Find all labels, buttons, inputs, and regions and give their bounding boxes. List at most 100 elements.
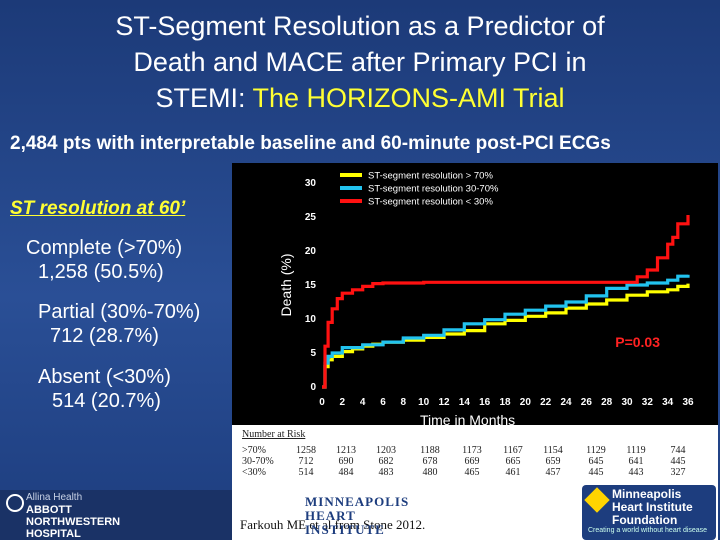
allina-logo: Allina Health ABBOTT NORTHWESTERN HOSPIT… (0, 490, 232, 540)
risk-column: 1213 690 484 (331, 445, 361, 478)
y-tick-label: 25 (305, 212, 317, 223)
risk-value: 645 (588, 456, 604, 467)
x-tick-label: 30 (621, 397, 633, 408)
title-line-3-plain: STEMI: (155, 83, 253, 113)
risk-value: 1119 (626, 445, 646, 456)
risk-column: 1203 682 483 (371, 445, 401, 478)
x-tick-label: 20 (520, 397, 532, 408)
x-tick-label: 18 (499, 397, 511, 408)
risk-value: 465 (464, 467, 480, 478)
x-tick-label: 16 (479, 397, 491, 408)
x-tick-label: 2 (340, 397, 346, 408)
slide-subtitle: 2,484 pts with interpretable baseline an… (10, 133, 611, 154)
legend-label: ST-segment resolution 30-70% (368, 184, 499, 195)
mhi-logo: MINNEAPOLIS HEART INSTITUTE (305, 495, 409, 537)
title-line-1: ST-Segment Resolution as a Predictor of (115, 11, 605, 41)
risk-value: 461 (505, 467, 521, 478)
risk-value: 1213 (336, 445, 356, 456)
allina-line-4: HOSPITAL (26, 528, 81, 540)
risk-column: 1173 669 465 (457, 445, 487, 478)
risk-column: 1154 659 457 (538, 445, 568, 478)
y-tick-label: 10 (305, 314, 317, 325)
p-value-annotation: P=0.03 (615, 334, 660, 350)
risk-column: 744 445 327 (663, 445, 693, 478)
mhif-line-1: Minneapolis (612, 487, 682, 501)
risk-value: 659 (545, 456, 561, 467)
x-tick-label: 34 (662, 397, 674, 408)
mhif-tagline: Creating a world without heart disease (588, 527, 708, 534)
risk-value: 641 (628, 456, 644, 467)
risk-value: 1167 (503, 445, 523, 456)
x-tick-label: 10 (418, 397, 430, 408)
risk-row-label: 30-70% (242, 456, 274, 467)
risk-row-label: <30% (242, 467, 266, 478)
risk-value: 1173 (462, 445, 482, 456)
group-absent: Absent (<30%) 514 (20.7%) (38, 365, 171, 413)
x-axis-label: Time in Months (420, 412, 516, 428)
mhi-line-2: HEART (305, 508, 356, 523)
risk-value: 1154 (543, 445, 563, 456)
mhi-line-3: INSTITUTE (305, 522, 385, 537)
group-complete-count: 1,258 (50.5%) (38, 261, 164, 283)
citation: Farkouh ME et al from Stone 2012. (240, 517, 426, 532)
x-tick-label: 0 (319, 397, 325, 408)
risk-value: 484 (338, 467, 354, 478)
y-tick-label: 15 (305, 280, 317, 291)
y-axis-label-wrap: Death (%) (271, 233, 301, 343)
group-partial: Partial (30%-70%) 712 (28.7%) (38, 300, 200, 348)
risk-value: 445 (588, 467, 604, 478)
risk-column: 1188 678 480 (415, 445, 445, 478)
risk-value: 514 (298, 467, 314, 478)
x-tick-label: 4 (360, 397, 366, 408)
group-partial-count: 712 (28.7%) (50, 325, 159, 347)
y-tick-label: 30 (305, 178, 317, 189)
group-complete-label: Complete (>70%) (26, 237, 183, 259)
y-tick-label: 5 (310, 348, 316, 359)
risk-value: 682 (378, 456, 394, 467)
title-line-2: Death and MACE after Primary PCI in (133, 47, 587, 77)
risk-value: 445 (670, 456, 686, 467)
y-axis-label: Death (%) (278, 253, 294, 317)
risk-value: 483 (378, 467, 394, 478)
risk-value: 480 (422, 467, 438, 478)
title-line-3-highlight: The HORIZONS-AMI Trial (252, 83, 565, 113)
mhif-line-2: Heart Institute (612, 500, 693, 514)
risk-column: 1258 712 514 (291, 445, 321, 478)
risk-row-label: >70% (242, 445, 266, 456)
x-tick-label: 26 (581, 397, 593, 408)
risk-value: 1203 (376, 445, 396, 456)
group-partial-label: Partial (30%-70%) (38, 301, 201, 323)
y-tick-label: 20 (305, 246, 317, 257)
allina-mark-icon (6, 494, 24, 512)
risk-value: 678 (422, 456, 438, 467)
risk-table-title: Number at Risk (242, 429, 306, 440)
x-tick-label: 28 (601, 397, 613, 408)
x-tick-label: 8 (401, 397, 407, 408)
risk-value: 665 (505, 456, 521, 467)
allina-hospital-name: ABBOTT NORTHWESTERN HOSPITAL (26, 504, 120, 540)
risk-value: 1188 (420, 445, 440, 456)
risk-value: 457 (545, 467, 561, 478)
risk-column: 1129 645 445 (581, 445, 611, 478)
x-tick-label: 14 (459, 397, 471, 408)
legend-label: ST-segment resolution < 30% (368, 197, 493, 208)
risk-value: 744 (670, 445, 686, 456)
group-absent-count: 514 (20.7%) (52, 390, 161, 412)
risk-value: 1129 (586, 445, 606, 456)
risk-column: 1119 641 443 (621, 445, 651, 478)
risk-column: 1167 665 461 (498, 445, 528, 478)
x-tick-label: 36 (682, 397, 694, 408)
risk-value: 443 (628, 467, 644, 478)
risk-value: 327 (670, 467, 686, 478)
mhif-logo: Minneapolis Heart Institute Foundation C… (582, 485, 716, 540)
risk-value: 1258 (296, 445, 316, 456)
kaplan-meier-chart: 0 5 10 15 20 25 30 0 2 4 6 8 10 12 14 16 18 20 22 24 26 28 30 3… (232, 163, 718, 425)
x-tick-label: 12 (438, 397, 450, 408)
mhi-line-1: MINNEAPOLIS (305, 494, 410, 509)
allina-line-3: NORTHWESTERN (26, 516, 121, 528)
legend-label: ST-segment resolution > 70% (368, 171, 493, 182)
group-absent-label: Absent (<30%) (38, 366, 171, 388)
slide-title: ST-Segment Resolution as a Predictor of … (0, 8, 720, 116)
risk-value: 690 (338, 456, 354, 467)
